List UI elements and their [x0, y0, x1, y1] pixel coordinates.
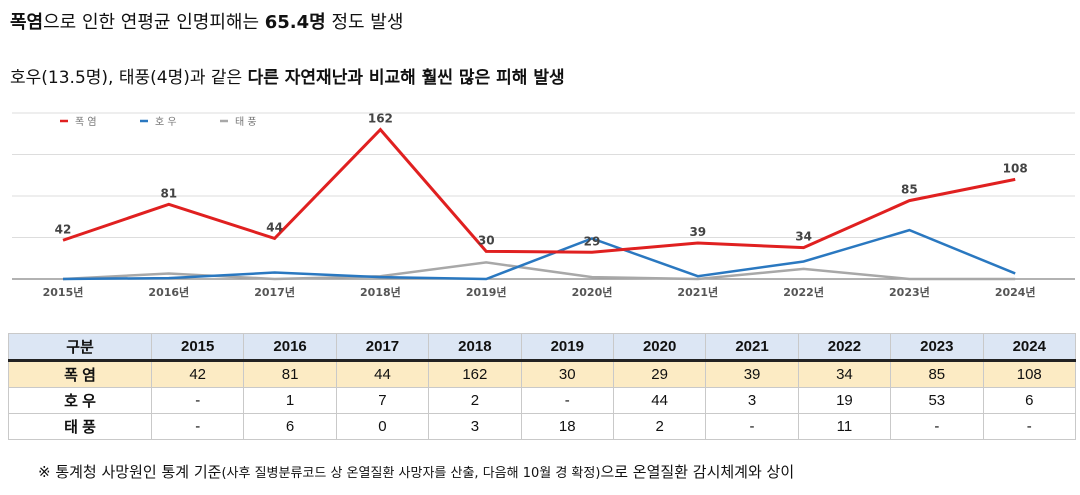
x-tick-label: 2022년 [783, 285, 824, 299]
data-table: 구분 2015 2016 2017 2018 2019 2020 2021 2022 2023 20… [8, 333, 1077, 440]
table-cell: 30 [520, 360, 614, 388]
table-header-cell: 2023 [890, 333, 984, 362]
table-row: 태 풍 -6 0 3 18 2-11- - [8, 413, 1077, 440]
table-cell: 34 [797, 360, 892, 388]
table-cell: 2 [428, 387, 522, 414]
table-cell: - [982, 413, 1077, 440]
headline-text: 으로 인한 연평균 인명피해는 [43, 12, 265, 33]
table-cell: 18 [520, 413, 614, 440]
data-label: 39 [689, 225, 706, 239]
footnote-suffix: 으로 온열질환 감시체계와 상이 [600, 463, 795, 481]
table-cell: 3 [428, 413, 522, 440]
headline-bold: 폭염 [10, 12, 44, 33]
table-cell: 2 [612, 413, 707, 440]
table-header-cell: 2019 [520, 333, 614, 362]
table-header-cell: 2021 [705, 333, 799, 362]
table-header-cell: 2022 [797, 333, 892, 362]
table-header-cell: 구분 [8, 333, 152, 362]
table-cell: 7 [335, 387, 430, 414]
table-cell: 42 [150, 360, 245, 388]
table-header-cell: 2016 [243, 333, 337, 362]
data-label: 30 [478, 233, 495, 247]
table-cell: 53 [890, 387, 984, 414]
data-label: 81 [160, 186, 177, 200]
headline: 폭염으로 인한 연평균 인명피해는 65.4명 정도 발생 [10, 8, 403, 34]
table-cell: 85 [890, 360, 984, 388]
x-tick-label: 2019년 [466, 285, 507, 299]
legend-label: 태 풍 [235, 116, 257, 128]
data-label: 29 [584, 234, 601, 248]
data-label: 108 [1003, 161, 1028, 175]
table-header-row: 구분 2015 2016 2017 2018 2019 2020 2021 2022 2023 20… [8, 333, 1077, 362]
table-cell: 19 [797, 387, 892, 414]
legend-label: 호 우 [155, 116, 177, 128]
x-tick-label: 2024년 [995, 285, 1036, 299]
table-header-cell: 2024 [982, 333, 1077, 362]
headline-value: 65.4명 [264, 12, 326, 33]
table-cell: 0 [335, 413, 430, 440]
table-header-cell: 2018 [428, 333, 522, 362]
footnote-text: ※ 통계청 사망원인 통계 기준 [38, 463, 222, 481]
table-header-cell: 2015 [150, 333, 245, 362]
row-label: 폭 염 [8, 360, 152, 388]
table-row: 호 우 -1 7 2-44 3 19 53 6 [8, 387, 1077, 414]
x-tick-label: 2017년 [254, 285, 295, 299]
table-cell: 44 [612, 387, 707, 414]
table-row: 폭 염 42 81 44 162 30 29 39 34 85 108 [8, 360, 1077, 388]
table-cell: 162 [428, 360, 522, 388]
x-tick-label: 2018년 [360, 285, 401, 299]
data-label: 34 [795, 230, 812, 244]
table-cell: 11 [797, 413, 892, 440]
table-cell: 29 [612, 360, 707, 388]
table-cell: 108 [982, 360, 1077, 388]
table-cell: - [150, 387, 245, 414]
footnote-detail: (사후 질병분류코드 상 온열질환 사망자를 산출, 다음해 10월 경 확정) [221, 466, 601, 481]
x-tick-label: 2016년 [148, 285, 189, 299]
table-cell: 39 [705, 360, 799, 388]
series-line-0 [62, 127, 1016, 254]
table-cell: - [520, 387, 614, 414]
table-cell: - [150, 413, 245, 440]
footnote: ※ 통계청 사망원인 통계 기준(사후 질병분류코드 상 온열질환 사망자를 산… [38, 461, 794, 482]
x-tick-label: 2015년 [43, 285, 84, 299]
data-label: 85 [901, 183, 918, 197]
subheadline-bold: 다른 자연재난과 비교해 훨씬 많은 피해 발생 [247, 68, 565, 88]
table-cell: - [890, 413, 984, 440]
row-label: 태 풍 [8, 413, 152, 440]
legend-label: 폭 염 [75, 116, 97, 128]
series-line-1 [62, 228, 1016, 281]
subheadline-text: 호우(13.5명), 태풍(4명)과 같은 [10, 68, 248, 88]
x-tick-label: 2021년 [677, 285, 718, 299]
x-tick-label: 2023년 [889, 285, 930, 299]
x-tick-label: 2020년 [572, 285, 613, 299]
table-cell: 44 [335, 360, 430, 388]
subheadline: 호우(13.5명), 태풍(4명)과 같은 다른 자연재난과 비교해 훨씬 많은… [10, 63, 565, 88]
headline-suffix: 정도 발생 [325, 12, 404, 33]
table-cell: 1 [243, 387, 337, 414]
data-label: 42 [55, 222, 72, 236]
table-header-cell: 2017 [335, 333, 430, 362]
table-cell: 6 [982, 387, 1077, 414]
line-chart: 2015년 2016년 2017년 2018년 2019년 2020년 2021년 2022년… [12, 112, 1075, 299]
table-cell: 6 [243, 413, 337, 440]
table-cell: - [705, 413, 799, 440]
table-cell: 81 [243, 360, 337, 388]
data-label: 44 [266, 220, 283, 234]
data-label: 162 [368, 112, 393, 126]
table-header-cell: 2020 [612, 333, 707, 362]
table-cell: 3 [705, 387, 799, 414]
row-label: 호 우 [8, 387, 152, 414]
